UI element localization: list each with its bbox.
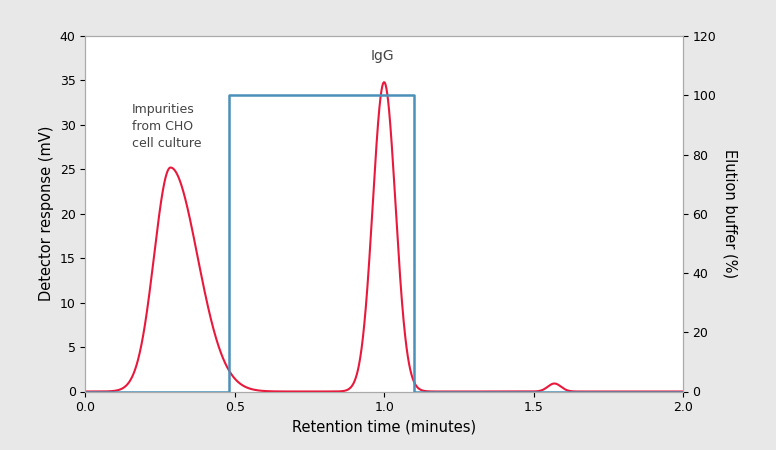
Y-axis label: Detector response (mV): Detector response (mV) [40,126,54,302]
Text: Impurities
from CHO
cell culture: Impurities from CHO cell culture [132,103,201,150]
X-axis label: Retention time (minutes): Retention time (minutes) [292,420,476,435]
Text: IgG: IgG [371,50,394,63]
Y-axis label: Elution buffer (%): Elution buffer (%) [722,149,737,278]
